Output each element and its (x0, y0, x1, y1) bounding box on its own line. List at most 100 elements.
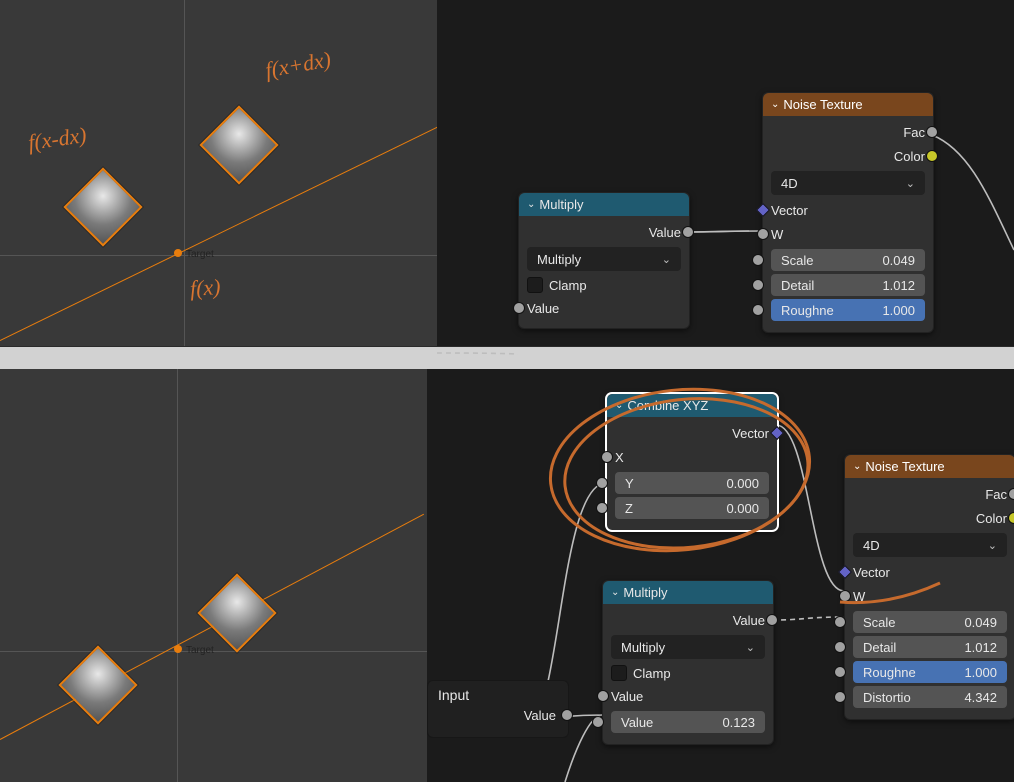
input-label: Value (527, 301, 559, 316)
field-label: Distortio (863, 690, 911, 705)
axis-vertical (177, 369, 178, 782)
field-label: Scale (863, 615, 896, 630)
clamp-checkbox[interactable]: Clamp (611, 662, 765, 684)
field-label: Roughne (781, 303, 834, 318)
socket-input-value[interactable] (597, 690, 609, 702)
field-label: Y (625, 476, 634, 491)
numeric-field[interactable]: Distortio 4.342 (853, 686, 1007, 708)
output-label: Value (733, 613, 765, 628)
value-field[interactable]: Value 0.123 (611, 711, 765, 733)
socket-input-value[interactable] (513, 302, 525, 314)
output-label: Value (524, 708, 556, 723)
target-label: Target (186, 645, 214, 656)
socket-input-value2[interactable] (592, 716, 604, 728)
input-label: Vector (771, 203, 808, 218)
socket-output-value[interactable] (766, 614, 778, 626)
numeric-field[interactable]: Scale 0.049 (853, 611, 1007, 633)
group-input-frame[interactable]: Input Value (427, 680, 569, 738)
output-label: Fac (985, 487, 1007, 502)
field-label: Z (625, 501, 633, 516)
socket-input[interactable] (752, 279, 764, 291)
dimensions-dropdown[interactable]: 4D (853, 533, 1007, 557)
input-label: X (615, 450, 624, 465)
output-label: Color (976, 511, 1007, 526)
chevron-down-icon: ⌄ (853, 461, 861, 472)
numeric-field[interactable]: Z 0.000 (615, 497, 769, 519)
chevron-down-icon: ⌄ (771, 99, 779, 110)
node-combine-xyz[interactable]: ⌄ Combine XYZ Vector X Y0.000 Z 0.000 (606, 393, 778, 531)
node-noise-texture-bottom[interactable]: ⌄ Noise Texture Fac Color 4D Vector W Sc… (844, 454, 1014, 720)
field-value: 0.000 (726, 501, 759, 516)
socket-input-x[interactable] (601, 451, 613, 463)
node-title: Multiply (623, 585, 667, 600)
node-header[interactable]: ⌄ Multiply (519, 193, 689, 216)
frame-label: Input (438, 687, 558, 703)
numeric-field[interactable]: Roughne1.000 (853, 661, 1007, 683)
node-noise-texture-top[interactable]: ⌄ Noise Texture Fac Color 4D Vector W Sc… (762, 92, 934, 333)
socket-input[interactable] (834, 666, 846, 678)
numeric-field[interactable]: Scale 0.049 (771, 249, 925, 271)
socket-output-fac[interactable] (926, 126, 938, 138)
field-value: 1.012 (964, 640, 997, 655)
node-multiply-bottom[interactable]: ⌄ Multiply Value Multiply Clamp Value Va… (602, 580, 774, 745)
socket-input[interactable] (834, 691, 846, 703)
field-value: 1.000 (882, 303, 915, 318)
dimensions-dropdown[interactable]: 4D (771, 171, 925, 195)
cube-gizmo[interactable] (199, 105, 278, 184)
handwritten-annotation: f(x+dx) (263, 46, 333, 83)
socket-input[interactable] (596, 502, 608, 514)
target-label: Target (186, 249, 214, 260)
numeric-field[interactable]: Y0.000 (615, 472, 769, 494)
field-value: 0.123 (722, 715, 755, 730)
socket-output-fac[interactable] (1008, 488, 1014, 500)
node-multiply-top[interactable]: ⌄ Multiply Value Multiply Clamp Value (518, 192, 690, 329)
target-dot (174, 645, 182, 653)
viewport-bottom[interactable]: Target (0, 369, 427, 782)
handwritten-annotation: f(x-dx) (26, 122, 88, 156)
output-label: Vector (732, 426, 769, 441)
socket-output-value[interactable] (682, 226, 694, 238)
input-label: Value (611, 689, 643, 704)
field-value: 1.000 (964, 665, 997, 680)
numeric-field[interactable]: Detail 1.012 (771, 274, 925, 296)
socket-input[interactable] (752, 254, 764, 266)
viewport-top[interactable]: Target f(x-dx) f(x+dx) f(x) (0, 0, 437, 346)
field-label: Detail (781, 278, 814, 293)
chevron-down-icon: ⌄ (611, 587, 619, 598)
field-label: Detail (863, 640, 896, 655)
node-header[interactable]: ⌄ Noise Texture (845, 455, 1014, 478)
handwritten-annotation: f(x) (189, 274, 221, 302)
socket-output-color[interactable] (926, 150, 938, 162)
node-header[interactable]: ⌄ Multiply (603, 581, 773, 604)
socket-input-w[interactable] (839, 590, 851, 602)
socket-input[interactable] (834, 641, 846, 653)
chevron-down-icon: ⌄ (615, 400, 623, 411)
node-header[interactable]: ⌄ Combine XYZ (607, 394, 777, 417)
socket-input[interactable] (596, 477, 608, 489)
socket-input[interactable] (752, 304, 764, 316)
field-value: 4.342 (964, 690, 997, 705)
socket-output-color[interactable] (1008, 512, 1014, 524)
field-label: Value (621, 715, 653, 730)
node-title: Noise Texture (865, 459, 944, 474)
node-title: Multiply (539, 197, 583, 212)
clamp-checkbox[interactable]: Clamp (527, 274, 681, 296)
numeric-field[interactable]: Roughne 1.000 (771, 299, 925, 321)
field-label: Scale (781, 253, 814, 268)
socket-output-value[interactable] (561, 709, 573, 721)
node-header[interactable]: ⌄ Noise Texture (763, 93, 933, 116)
mode-dropdown[interactable]: Multiply (611, 635, 765, 659)
cube-gizmo[interactable] (197, 573, 276, 652)
socket-input[interactable] (834, 616, 846, 628)
field-value: 0.049 (882, 253, 915, 268)
socket-input-w[interactable] (757, 228, 769, 240)
cube-gizmo[interactable] (58, 645, 137, 724)
output-label: Value (649, 225, 681, 240)
mode-dropdown[interactable]: Multiply (527, 247, 681, 271)
output-label: Fac (903, 125, 925, 140)
cube-gizmo[interactable] (63, 167, 142, 246)
numeric-field[interactable]: Detail 1.012 (853, 636, 1007, 658)
input-label: Vector (853, 565, 890, 580)
field-value: 1.012 (882, 278, 915, 293)
field-value: 0.049 (964, 615, 997, 630)
